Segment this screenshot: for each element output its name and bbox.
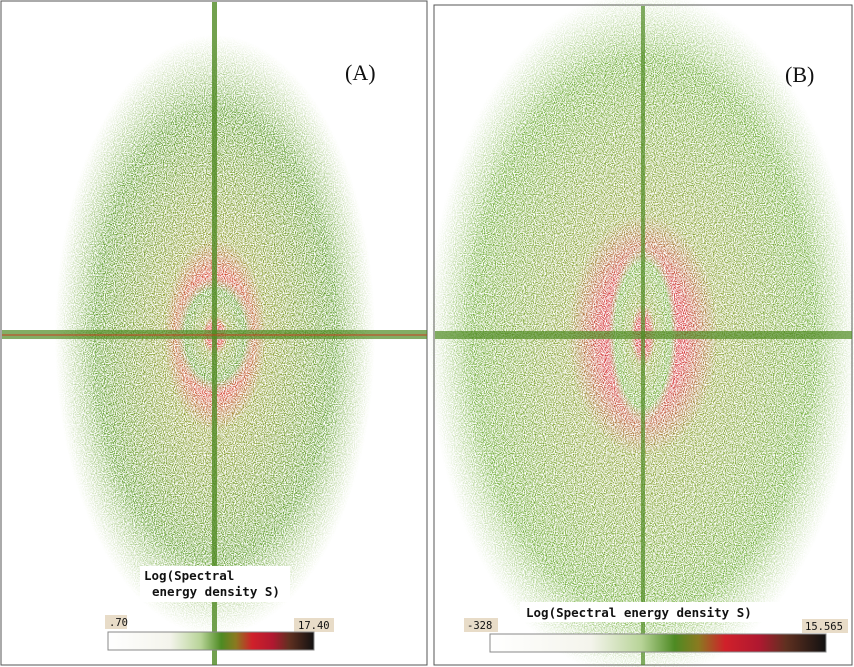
colorbar-title-bg: [140, 566, 290, 602]
colorbar-title: Log(Spectral: [144, 568, 234, 583]
colorbar-max: 15.565: [805, 621, 843, 633]
colorbar-max: 17.40: [298, 620, 330, 632]
panel-label: (B): [785, 62, 814, 87]
colorbar: [107, 631, 315, 651]
colorbar-min-bg: [464, 618, 498, 632]
panel-label: (A): [345, 60, 376, 85]
axis-line: [435, 331, 852, 339]
colorbar-title-bg: [520, 602, 792, 622]
colorbar-title: Log(Spectral energy density S): [526, 605, 752, 620]
colorbar-max-bg: [802, 619, 848, 633]
colorbar: [489, 633, 827, 653]
colorbar-max-bg: [294, 618, 334, 632]
colorbar-min: .70: [109, 617, 128, 629]
colorbar-title: energy density S): [152, 584, 280, 599]
colorbar-min: -328: [467, 620, 492, 632]
colorbar-min-bg: [105, 615, 127, 629]
